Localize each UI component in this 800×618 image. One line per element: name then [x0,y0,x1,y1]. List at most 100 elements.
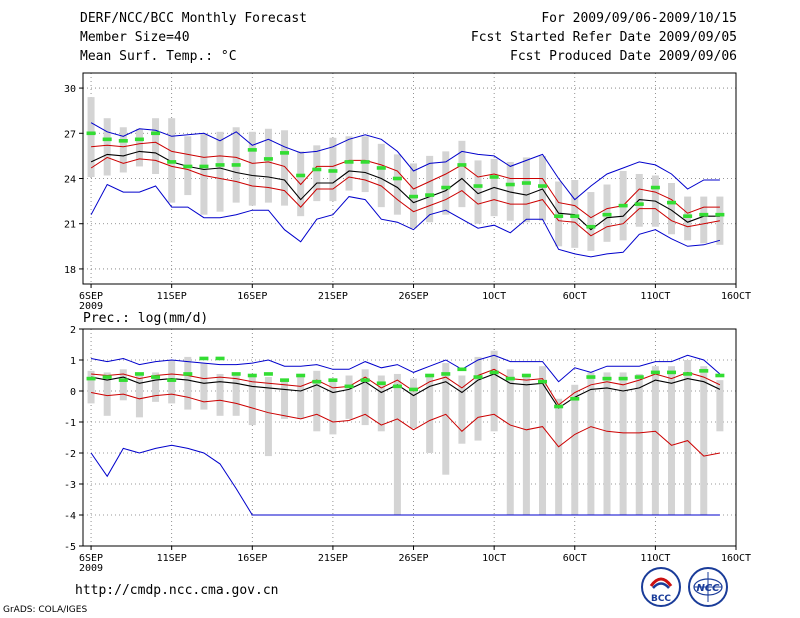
observed-marker [183,372,193,376]
member-size: Member Size=40 [80,30,190,45]
member-range-bar [668,366,676,515]
member-range-bar [152,118,160,174]
observed-marker [602,212,612,217]
observed-marker [570,396,580,401]
observed-marker [151,131,161,136]
observed-marker [247,148,257,152]
member-range-bar [668,183,676,235]
precip-variable-label: Prec.: log(mm/d) [83,311,208,326]
member-range-bar [651,366,659,515]
member-range-bar [587,192,595,251]
observed-marker [344,160,354,164]
member-range-bar [474,356,482,441]
observed-marker [247,373,257,378]
observed-marker [538,184,548,188]
observed-marker [328,378,338,382]
observed-marker [650,370,660,375]
member-range-bar [426,373,434,453]
series-line-upper [91,141,720,219]
observed-marker [134,137,144,142]
x-tick-label: 11SEP [157,291,187,302]
observed-marker [602,376,612,381]
y-tick-label: 0 [70,387,76,398]
observed-marker [441,372,451,376]
series-line-mean [90,150,720,231]
y-tick-label: 2 [70,325,76,336]
observed-marker [151,375,161,379]
chart-title: DERF/NCC/BCC Monthly Forecast [80,11,307,26]
member-range-bar [103,372,111,416]
observed-marker [586,224,596,229]
observed-marker [167,160,177,164]
plot-frame [82,328,737,547]
observed-marker [683,372,693,376]
observed-marker [715,373,725,378]
observed-marker [102,375,112,379]
observed-marker [634,375,644,379]
observed-marker [328,169,338,173]
x-tick-label: 6SEP [79,291,103,302]
svg-text:NCC: NCC [696,583,720,594]
member-range-bar [522,373,530,515]
member-range-bar [571,384,579,515]
x-tick-label: 6SEP [79,553,103,564]
member-range-bar [716,380,724,432]
svg-text:BCC: BCC [651,594,671,604]
member-range-bar [119,127,127,173]
observed-marker [280,378,290,382]
observed-marker [683,214,693,218]
observed-marker [199,356,209,361]
x-tick-label: 21SEP [318,553,348,564]
member-range-bar [410,378,418,429]
member-range-bar [684,196,692,241]
series-line-upper [91,368,721,406]
member-range-bar [506,369,514,515]
x-tick-label: 1OCT [482,553,506,564]
y-tick-label: 18 [64,265,76,276]
observed-marker [312,379,322,384]
observed-marker [489,175,499,179]
x-tick-label: 11SEP [157,553,187,564]
member-range-bar [539,155,547,221]
observed-marker [650,185,660,190]
x-tick-label: 21SEP [318,291,348,302]
observed-marker [231,163,241,167]
y-tick-label: -4 [64,511,76,522]
x-tick-label: 6OCT [563,291,587,302]
observed-marker [183,164,193,169]
observed-marker [215,356,225,361]
member-range-bar [200,133,208,215]
member-range-bar [490,350,498,432]
member-range-bar [458,140,466,208]
member-range-bar [297,375,305,419]
member-range-bar [281,378,289,419]
member-range-bar [184,356,192,410]
member-range-bar [506,161,514,221]
observed-marker [360,160,370,164]
member-range-bar [458,375,466,444]
member-range-bar [377,375,385,432]
series-line-lower [91,392,720,457]
member-range-bar [313,370,321,432]
observed-marker [263,372,273,376]
member-range-bar [313,145,321,202]
series-line-lower [90,156,720,237]
member-range-bar [587,372,595,515]
observed-marker [425,193,435,197]
member-range-bar [87,370,95,404]
member-range-bar [135,373,143,418]
bcc-logo: BCC [640,566,682,612]
observed-marker [376,166,386,170]
member-range-bar [248,375,256,426]
x-tick-label: 16SEP [237,553,267,564]
member-range-bar [442,151,450,215]
y-tick-label: 30 [64,84,76,95]
observed-marker [296,173,306,178]
series-line-min [90,444,720,516]
member-range-bar [393,154,401,215]
source-url[interactable]: http://cmdp.ncc.cma.gov.cn [75,583,279,598]
member-range-bar [216,131,224,212]
observed-marker [618,203,628,208]
observed-marker [554,404,564,409]
